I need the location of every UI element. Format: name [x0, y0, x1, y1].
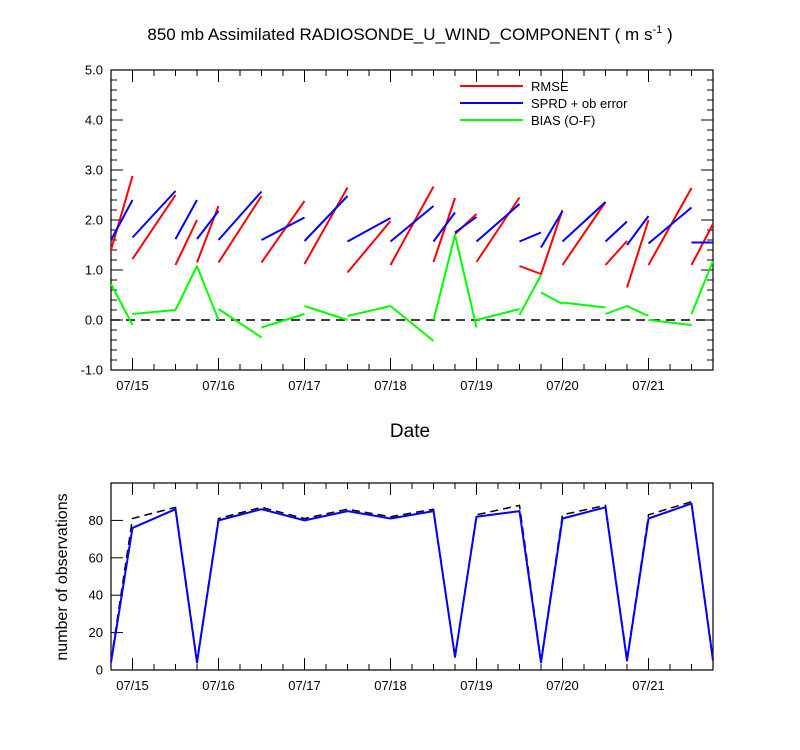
series-segment: [604, 240, 628, 266]
legend-label: BIAS (O-F): [531, 113, 595, 128]
chart-title: 850 mb Assimilated RADIOSONDE_U_WIND_COM…: [147, 24, 672, 44]
y-axis-label-observations: number of observations: [54, 493, 71, 660]
y-tick-label: 4.0: [85, 113, 103, 128]
series-segment: [476, 308, 520, 321]
rmse-bias-chart: 07/15 07/16 07/17 07/18 07/19 07/20 07/21 -1.0 0…: [81, 63, 714, 393]
x-tick-label: 07/15: [116, 678, 149, 693]
legend: RMSE SPRD + ob error BIAS (O-F): [460, 79, 628, 128]
y-tick-label: 1.0: [85, 263, 103, 278]
series-segment: [540, 291, 563, 305]
series-segment: [519, 231, 542, 243]
y-tick-label: 5.0: [85, 63, 103, 78]
series-segment: [304, 305, 348, 321]
series-segment: [519, 209, 564, 275]
series-segment: [110, 175, 134, 251]
series-segment: [217, 195, 263, 264]
series-segment: [648, 319, 692, 326]
series-segment: [389, 205, 435, 243]
y-tick-label: 40: [89, 588, 103, 603]
y-tick-label: 0.0: [85, 313, 103, 328]
legend-label: SPRD + ob error: [531, 96, 628, 111]
x-tick-label: 07/19: [460, 678, 493, 693]
y-tick-label: -1.0: [81, 363, 103, 378]
series-bias-o-f: [110, 234, 714, 342]
series-segment: [389, 186, 435, 266]
series-segment: [690, 223, 714, 266]
plot-frame: [110, 69, 714, 371]
series-segment: [562, 301, 606, 309]
plot-frame: [110, 482, 714, 671]
series-segment: [131, 190, 177, 239]
x-tick-label: 07/16: [202, 378, 235, 393]
series-segment: [132, 309, 176, 315]
series-segment: [303, 187, 349, 265]
series-segment: [626, 215, 650, 246]
series-segment: [604, 220, 628, 243]
x-tick-label: 07/20: [546, 378, 579, 393]
series-segment: [174, 265, 220, 321]
series-segment: [261, 313, 305, 329]
x-tick-label: 07/21: [632, 378, 665, 393]
series-segment: [389, 305, 435, 342]
series-segment: [110, 199, 134, 241]
series-segment: [561, 201, 607, 266]
series-segment: [217, 308, 263, 339]
series-segment: [561, 201, 607, 243]
y-tick-label: 60: [89, 550, 103, 565]
series-segment: [540, 210, 564, 249]
series-segment: [626, 219, 650, 288]
x-tick-label: 07/15: [116, 378, 149, 393]
x-tick-label: 07/17: [288, 378, 321, 393]
series-segment: [347, 305, 391, 317]
series-segment: [346, 220, 392, 274]
y-tick-label: 3.0: [85, 163, 103, 178]
series-segment: [196, 210, 220, 240]
x-tick-label: 07/21: [632, 678, 665, 693]
series-segment: [647, 206, 693, 245]
x-tick-label: 07/20: [546, 678, 579, 693]
series-segment: [454, 216, 478, 234]
y-tick-label: 20: [89, 625, 103, 640]
series-rmse: [110, 175, 714, 288]
series-segment: [260, 200, 306, 264]
series-segment: [432, 234, 478, 328]
legend-label: RMSE: [531, 79, 569, 94]
series-segment: [217, 190, 263, 241]
series-segment: [261, 216, 305, 241]
x-tick-label: 07/18: [374, 378, 407, 393]
x-tick-label: 07/17: [288, 678, 321, 693]
x-tick-label: 07/19: [460, 378, 493, 393]
x-tick-label: 07/18: [374, 678, 407, 693]
x-axis-label: Date: [390, 421, 430, 442]
x-tick-label: 07/16: [202, 678, 235, 693]
series-segment: [131, 194, 177, 260]
series-segment: [347, 217, 391, 243]
series-segment: [432, 211, 456, 243]
y-tick-label: 2.0: [85, 213, 103, 228]
series-segment: [475, 203, 521, 243]
series-segment: [174, 219, 198, 266]
y-tick-label: 80: [89, 513, 103, 528]
series-segment: [303, 195, 349, 242]
series-segment: [475, 196, 521, 263]
series-segment: [690, 260, 714, 315]
series-obs-used: [110, 502, 714, 664]
series-sprd-ob-error: [110, 190, 713, 249]
series-segment: [432, 197, 456, 263]
series-segment: [174, 199, 198, 240]
observation-count-chart: 07/15 07/16 07/17 07/18 07/19 07/20 07/21 0 20 40…: [89, 482, 714, 693]
y-tick-label: 0: [96, 663, 103, 678]
series-segment: [110, 283, 134, 326]
series-segment: [518, 274, 542, 316]
series-segment: [605, 305, 649, 317]
